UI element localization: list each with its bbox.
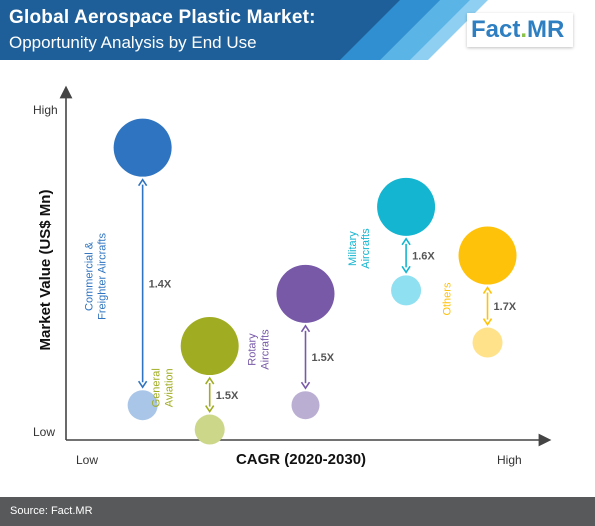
- y-tick-high: High: [33, 103, 58, 117]
- arrowhead-up-commercial-freighter-aircrafts: [137, 178, 148, 187]
- logo-word-fact: Fact: [471, 16, 521, 43]
- header-banner: Global Aerospace Plastic Market: Opportu…: [0, 0, 595, 60]
- chart-svg: High Low Low High CAGR (2020-2030) Marke…: [33, 85, 552, 468]
- arrowhead-down-others: [482, 318, 493, 327]
- logo-dot: .: [520, 16, 528, 43]
- label-commercial-freighter-aircrafts-line-2: Freighter Aircrafts: [97, 233, 109, 320]
- footer-bar: Source: Fact.MR: [0, 497, 595, 526]
- bubble-start-rotary-aircrafts: [291, 391, 320, 420]
- arrowhead-down-military-aircrafts: [401, 265, 411, 274]
- x-tick-low: Low: [76, 453, 98, 467]
- bubble-start-military-aircrafts: [391, 275, 422, 306]
- chart-title: Global Aerospace Plastic Market:: [9, 7, 316, 28]
- label-others-line-1: Others: [442, 282, 454, 316]
- multiplier-general-aviation: 1.5X: [216, 390, 239, 402]
- arrowhead-down-commercial-freighter-aircrafts: [137, 380, 148, 389]
- bubble-end-rotary-aircrafts: [276, 264, 335, 323]
- arrowhead-up-military-aircrafts: [401, 237, 411, 246]
- bubble-start-commercial-freighter-aircrafts: [127, 390, 158, 421]
- series-commercial-freighter-aircrafts: 1.4X Commercial & Freighter Aircrafts: [84, 118, 172, 421]
- arrowhead-up-others: [482, 286, 493, 295]
- y-tick-low: Low: [33, 425, 55, 439]
- bubble-chart: High Low Low High CAGR (2020-2030) Marke…: [0, 60, 595, 495]
- label-military-aircrafts-line-2: Aircrafts: [360, 228, 372, 269]
- arrowhead-up-general-aviation: [205, 376, 215, 385]
- series-military-aircrafts: 1.6X Military Aircrafts: [347, 177, 436, 306]
- arrowhead-down-rotary-aircrafts: [300, 381, 311, 390]
- bubble-end-military-aircrafts: [377, 177, 436, 236]
- source-text: Source: Fact.MR: [10, 505, 93, 517]
- label-commercial-freighter-aircrafts-line-1: Commercial &: [84, 241, 96, 311]
- series-rotary-aircrafts: 1.5X Rotary Aircrafts: [247, 264, 335, 420]
- y-axis-label: Market Value (US$ Mn): [37, 190, 54, 351]
- chart-subtitle: Opportunity Analysis by End Use: [9, 33, 257, 52]
- factmr-logo: Fact.MR: [467, 13, 573, 47]
- arrowhead-down-general-aviation: [205, 405, 215, 414]
- bubble-end-others: [458, 226, 517, 285]
- label-general-aviation-line-1: General: [151, 368, 163, 407]
- bubble-layer: 1.4X Commercial & Freighter Aircrafts 1.5X G…: [84, 118, 517, 445]
- multiplier-military-aircrafts: 1.6X: [412, 251, 435, 263]
- x-tick-high: High: [497, 453, 522, 467]
- multiplier-others: 1.7X: [494, 301, 517, 313]
- series-general-aviation: 1.5X General Aviation: [151, 317, 239, 445]
- x-axis-label: CAGR (2020-2030): [236, 451, 366, 468]
- bubble-start-general-aviation: [194, 414, 225, 445]
- series-others: 1.7X Others: [442, 226, 517, 358]
- bubble-end-commercial-freighter-aircrafts: [113, 118, 172, 177]
- label-general-aviation-line-2: Aviation: [164, 368, 176, 407]
- label-military-aircrafts-line-1: Military: [347, 231, 359, 266]
- multiplier-commercial-freighter-aircrafts: 1.4X: [149, 278, 172, 290]
- logo-text: Fact.MR: [471, 16, 564, 44]
- multiplier-rotary-aircrafts: 1.5X: [312, 352, 335, 364]
- logo-word-mr: MR: [527, 16, 565, 43]
- banner-stripe-mid: [340, 0, 440, 60]
- bubble-start-others: [472, 327, 503, 358]
- label-rotary-aircrafts-line-2: Aircrafts: [260, 329, 272, 370]
- arrowhead-up-rotary-aircrafts: [300, 324, 311, 333]
- bubble-end-general-aviation: [180, 317, 239, 376]
- label-rotary-aircrafts-line-1: Rotary: [247, 333, 259, 366]
